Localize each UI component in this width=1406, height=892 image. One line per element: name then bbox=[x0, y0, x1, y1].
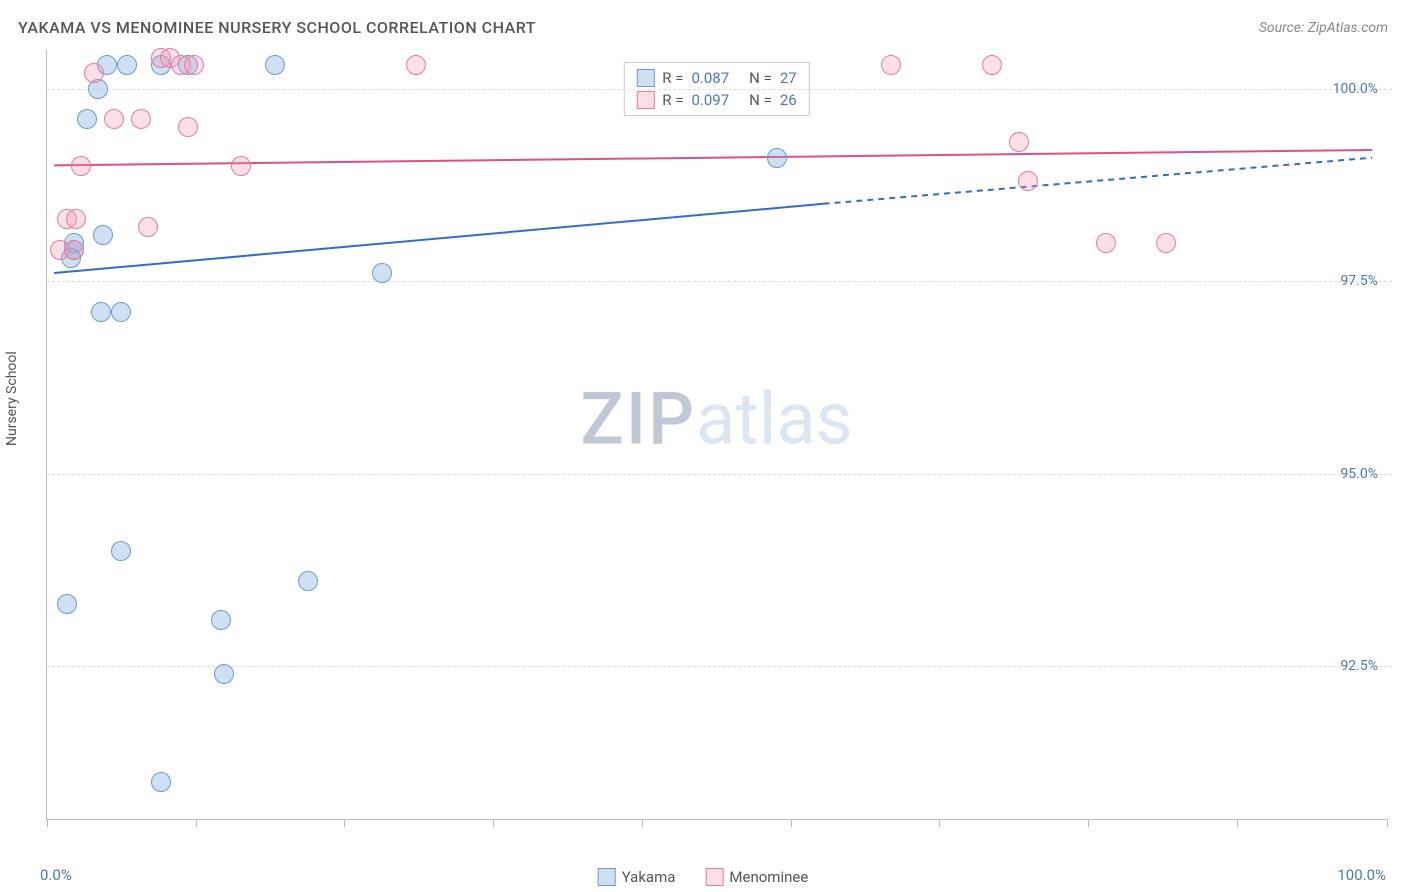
scatter-point-yakama bbox=[111, 302, 131, 322]
scatter-point-yakama bbox=[151, 772, 171, 792]
watermark-part2: atlas bbox=[696, 377, 853, 462]
watermark-part1: ZIP bbox=[580, 377, 696, 462]
chart-header: YAKAMA VS MENOMINEE NURSERY SCHOOL CORRE… bbox=[18, 18, 1388, 37]
scatter-point-yakama bbox=[265, 55, 285, 75]
x-tick bbox=[642, 819, 643, 827]
scatter-point-yakama bbox=[57, 594, 77, 614]
scatter-point-menominee bbox=[71, 156, 91, 176]
scatter-point-yakama bbox=[767, 148, 787, 168]
x-axis-min-label: 0.0% bbox=[40, 866, 72, 884]
scatter-point-yakama bbox=[111, 541, 131, 561]
gridline-h bbox=[47, 666, 1392, 667]
scatter-point-menominee bbox=[982, 55, 1002, 75]
scatter-point-menominee bbox=[231, 156, 251, 176]
chart-container: YAKAMA VS MENOMINEE NURSERY SCHOOL CORRE… bbox=[0, 0, 1406, 892]
scatter-point-yakama bbox=[372, 263, 392, 283]
scatter-point-yakama bbox=[211, 610, 231, 630]
x-tick bbox=[47, 819, 48, 827]
stats-r-menominee: 0.097 bbox=[691, 91, 729, 109]
gridline-h bbox=[47, 89, 1392, 90]
legend-item-menominee: Menominee bbox=[705, 868, 808, 886]
scatter-point-menominee bbox=[1009, 132, 1029, 152]
stats-n-label: N = bbox=[749, 91, 772, 109]
x-tick bbox=[791, 819, 792, 827]
stats-n-yakama: 27 bbox=[780, 69, 797, 87]
gridline-h bbox=[47, 474, 1392, 475]
stats-n-menominee: 26 bbox=[780, 91, 797, 109]
y-tick-label: 95.0% bbox=[1340, 466, 1378, 482]
scatter-point-yakama bbox=[93, 225, 113, 245]
x-axis-max-label: 100.0% bbox=[1337, 866, 1386, 884]
gridline-h bbox=[47, 281, 1392, 282]
y-tick-label: 100.0% bbox=[1333, 81, 1378, 97]
stats-row-menominee: R = 0.097 N = 26 bbox=[632, 89, 800, 111]
scatter-point-menominee bbox=[184, 55, 204, 75]
y-tick-label: 97.5% bbox=[1340, 273, 1378, 289]
x-tick bbox=[493, 819, 494, 827]
x-tick bbox=[1387, 819, 1388, 827]
scatter-point-menominee bbox=[84, 63, 104, 83]
plot-area: ZIPatlas R = 0.087 N = 27 R = 0.097 N = … bbox=[46, 50, 1386, 820]
stats-r-yakama: 0.087 bbox=[691, 69, 729, 87]
x-tick bbox=[344, 819, 345, 827]
scatter-point-menominee bbox=[66, 209, 86, 229]
scatter-point-menominee bbox=[104, 109, 124, 129]
legend-label-menominee: Menominee bbox=[729, 868, 808, 886]
stats-r-label: R = bbox=[662, 91, 683, 109]
scatter-point-yakama bbox=[117, 55, 137, 75]
x-tick bbox=[196, 819, 197, 827]
legend-item-yakama: Yakama bbox=[598, 868, 676, 886]
scatter-point-yakama bbox=[214, 664, 234, 684]
stats-row-yakama: R = 0.087 N = 27 bbox=[632, 67, 800, 89]
legend-swatch-yakama bbox=[598, 868, 616, 886]
scatter-point-menominee bbox=[178, 117, 198, 137]
stats-n-label: N = bbox=[749, 69, 772, 87]
scatter-point-yakama bbox=[77, 109, 97, 129]
y-tick-label: 92.5% bbox=[1340, 658, 1378, 674]
scatter-point-menominee bbox=[138, 217, 158, 237]
bottom-legend: Yakama Menominee bbox=[598, 868, 809, 886]
legend-swatch-menominee bbox=[705, 868, 723, 886]
legend-label-yakama: Yakama bbox=[622, 868, 676, 886]
scatter-point-menominee bbox=[131, 109, 151, 129]
x-tick bbox=[1088, 819, 1089, 827]
y-axis-title: Nursery School bbox=[4, 351, 20, 446]
scatter-point-menominee bbox=[406, 55, 426, 75]
swatch-menominee bbox=[636, 91, 654, 109]
x-tick bbox=[1237, 819, 1238, 827]
x-tick bbox=[939, 819, 940, 827]
scatter-point-yakama bbox=[298, 571, 318, 591]
scatter-point-menominee bbox=[881, 55, 901, 75]
scatter-point-menominee bbox=[64, 240, 84, 260]
chart-title: YAKAMA VS MENOMINEE NURSERY SCHOOL CORRE… bbox=[18, 18, 536, 37]
scatter-point-menominee bbox=[1096, 233, 1116, 253]
scatter-point-yakama bbox=[91, 302, 111, 322]
stats-r-label: R = bbox=[662, 69, 683, 87]
watermark: ZIPatlas bbox=[580, 377, 852, 462]
swatch-yakama bbox=[636, 69, 654, 87]
scatter-point-menominee bbox=[1156, 233, 1176, 253]
scatter-point-menominee bbox=[1018, 171, 1038, 191]
chart-source: Source: ZipAtlas.com bbox=[1259, 20, 1388, 36]
